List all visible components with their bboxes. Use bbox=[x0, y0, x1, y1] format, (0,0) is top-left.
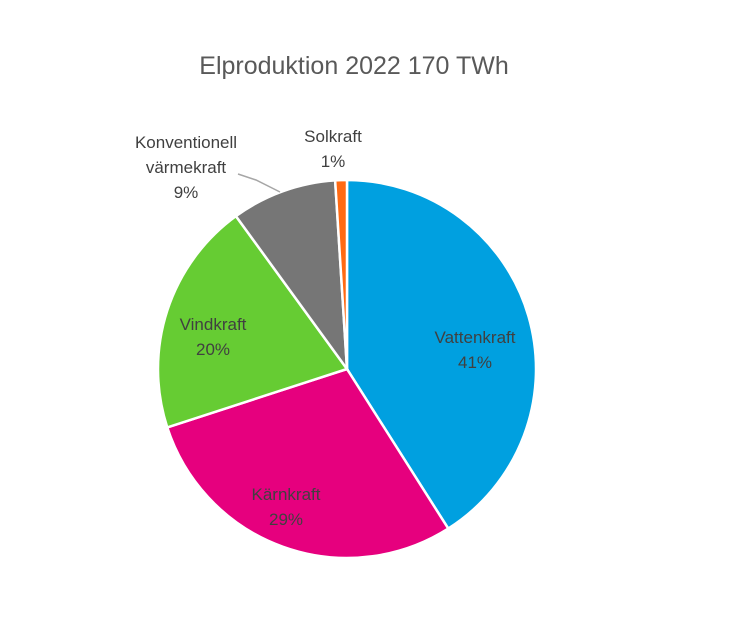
pie-slice-konventionell-varmekraft bbox=[234, 179, 349, 374]
pie-slice-solkraft bbox=[333, 178, 349, 370]
leader-line-konventionell-varmekraft bbox=[237, 173, 281, 193]
slice-label-solkraft: Solkraft 1% bbox=[304, 127, 362, 171]
slice-labels: Vattenkraft 41% Kärnkraft 29% Vindkraft 20% Ko… bbox=[135, 127, 516, 529]
pie-slices bbox=[156, 178, 538, 560]
leader-lines bbox=[237, 173, 281, 193]
slice-label-karnkraft: Kärnkraft 29% bbox=[252, 485, 321, 529]
chart-title: Elproduktion 2022 170 TWh bbox=[199, 52, 508, 80]
pie-slice-karnkraft bbox=[165, 367, 450, 560]
slice-label-konventionell-varmekraft: Konventionell värmekraft 9% bbox=[135, 133, 237, 202]
pie-slice-vindkraft bbox=[156, 214, 350, 429]
slice-label-vindkraft: Vindkraft 20% bbox=[180, 315, 247, 359]
slice-label-vattenkraft: Vattenkraft 41% bbox=[435, 328, 516, 372]
